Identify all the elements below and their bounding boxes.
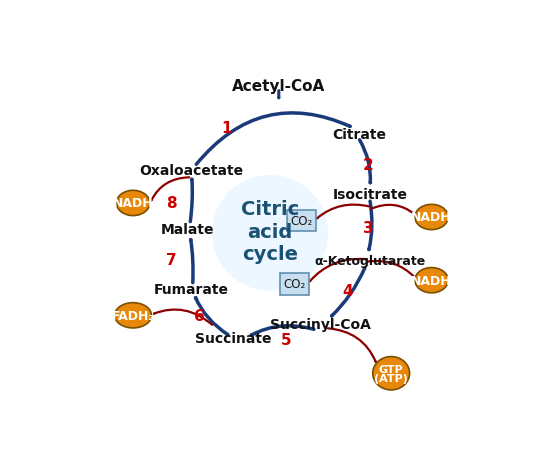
Text: α-Ketoglutarate: α-Ketoglutarate xyxy=(314,255,426,268)
Text: NADH: NADH xyxy=(411,274,452,287)
Text: 5: 5 xyxy=(281,333,291,348)
Text: 2: 2 xyxy=(363,157,374,172)
Text: NADH: NADH xyxy=(411,211,452,224)
Ellipse shape xyxy=(373,357,410,390)
Text: Succinate: Succinate xyxy=(195,331,271,345)
Text: CO₂: CO₂ xyxy=(283,278,306,291)
Text: 4: 4 xyxy=(342,283,353,298)
Ellipse shape xyxy=(115,303,152,328)
Text: CO₂: CO₂ xyxy=(290,214,313,228)
Text: Acetyl-CoA: Acetyl-CoA xyxy=(232,79,325,94)
Text: Fumarate: Fumarate xyxy=(153,283,228,296)
Ellipse shape xyxy=(116,191,150,216)
Text: GTP
(ATP): GTP (ATP) xyxy=(374,364,408,383)
Text: 3: 3 xyxy=(363,221,374,236)
Text: NADH: NADH xyxy=(113,197,153,210)
Text: 1: 1 xyxy=(221,121,231,136)
Text: Citric
acid
cycle: Citric acid cycle xyxy=(241,199,299,264)
Circle shape xyxy=(212,176,328,291)
Text: Malate: Malate xyxy=(161,223,214,237)
Text: Succinyl-CoA: Succinyl-CoA xyxy=(270,318,372,331)
FancyBboxPatch shape xyxy=(287,210,316,232)
Text: Oxaloacetate: Oxaloacetate xyxy=(139,163,243,177)
Text: Isocitrate: Isocitrate xyxy=(332,188,407,202)
Ellipse shape xyxy=(415,205,448,230)
FancyBboxPatch shape xyxy=(280,273,309,295)
Text: 8: 8 xyxy=(166,196,177,211)
Ellipse shape xyxy=(415,268,448,293)
Text: 6: 6 xyxy=(194,308,205,323)
Text: Citrate: Citrate xyxy=(332,128,387,142)
Text: 7: 7 xyxy=(166,252,177,267)
Text: FADH₂: FADH₂ xyxy=(112,309,154,322)
